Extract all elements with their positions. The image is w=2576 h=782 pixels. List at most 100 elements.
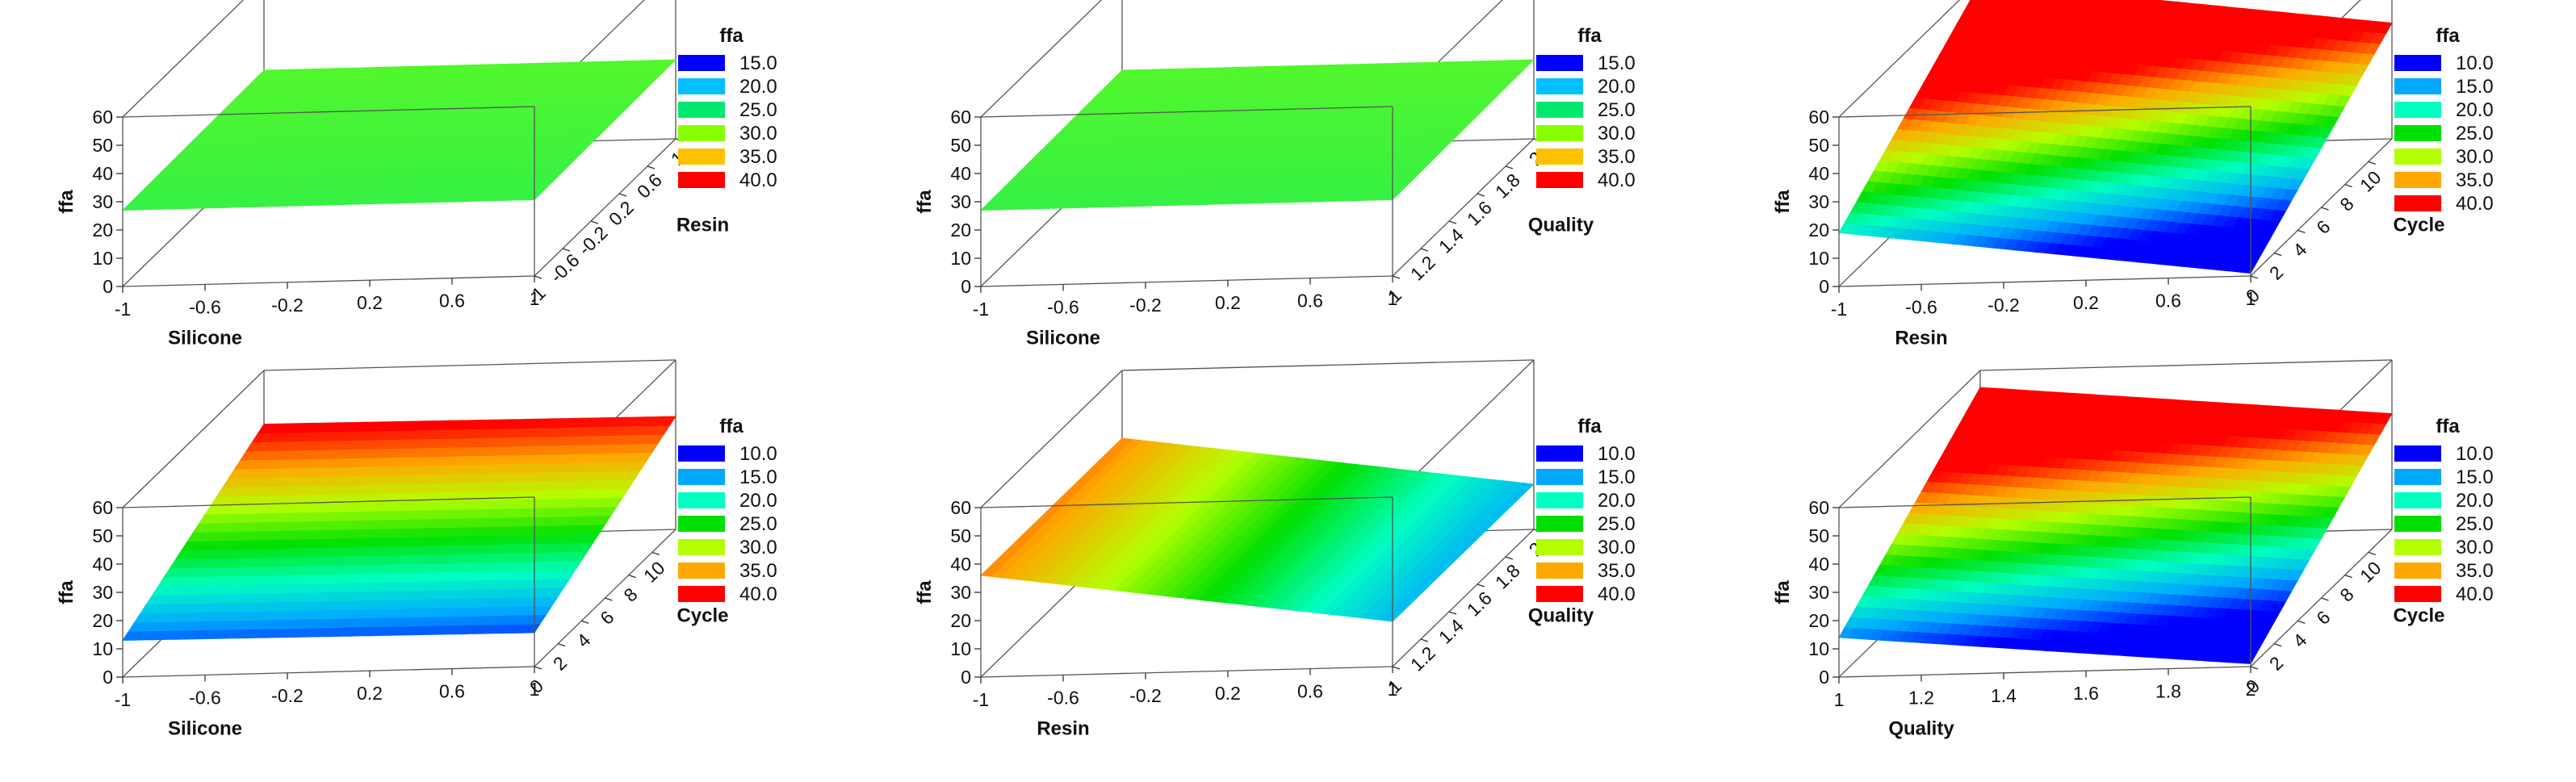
- y-tick-label: 4: [572, 629, 594, 652]
- y-tick-label: -0.6: [546, 249, 584, 286]
- y-tick-label: 8: [2335, 193, 2357, 215]
- y-tick-label: -1: [523, 282, 550, 309]
- legend-entry-label: 20.0: [739, 76, 777, 98]
- legend-entry-label: 15.0: [1598, 52, 1636, 74]
- y-axis-label: Cycle: [2393, 215, 2444, 236]
- z-axis-label: ffa: [56, 190, 77, 214]
- x-tick-label: 0.6: [439, 681, 465, 702]
- legend-entry-label: 30.0: [739, 123, 777, 144]
- z-tick-label: 0: [103, 667, 113, 688]
- x-tick-label: 1: [530, 288, 540, 309]
- x-tick-label: -0.6: [189, 296, 221, 317]
- y-axis-label: Cycle: [676, 605, 728, 627]
- z-tick-label: 60: [92, 497, 113, 518]
- y-tick-mark: [647, 165, 656, 169]
- y-tick-mark: [562, 248, 571, 252]
- legend-entry-label: 35.0: [739, 560, 777, 582]
- y-tick-mark: [2250, 275, 2259, 279]
- legend-entry-label: 30.0: [1598, 123, 1636, 144]
- legend-entry-label: 25.0: [739, 513, 777, 535]
- x-tick-label: 1: [1388, 288, 1398, 309]
- x-tick-label: 0.2: [1215, 292, 1241, 313]
- y-tick-mark: [581, 620, 589, 624]
- response-surface: [122, 416, 676, 641]
- y-tick-label: 1.8: [1491, 169, 1524, 203]
- legend-swatch: [678, 492, 725, 508]
- legend-swatch: [678, 469, 725, 485]
- legend-swatch: [678, 172, 725, 188]
- surface-cell: [659, 416, 676, 426]
- legend-title: ffa: [2436, 25, 2460, 47]
- y-tick-label: -0.2: [574, 222, 612, 259]
- z-tick-label: 20: [950, 220, 971, 240]
- z-tick-label: 50: [1808, 135, 1829, 156]
- y-tick-label: 4: [2289, 239, 2310, 261]
- legend-entry-label: 40.0: [1598, 169, 1636, 191]
- legend-swatch: [678, 586, 725, 602]
- surface-cell: [2056, 0, 2069, 3]
- z-tick-label: 60: [1808, 107, 1829, 128]
- legend-entry-label: 40.0: [739, 583, 777, 605]
- legend-swatch: [1536, 102, 1583, 118]
- z-tick-label: 50: [950, 135, 971, 156]
- legend-entry-label: 20.0: [739, 490, 777, 512]
- z-tick-label: 0: [1819, 276, 1829, 297]
- y-tick-mark: [651, 551, 660, 555]
- z-tick-label: 10: [92, 638, 113, 659]
- y-tick-label: 1.2: [1406, 252, 1439, 285]
- y-tick-label: 1.6: [1463, 197, 1496, 230]
- x-tick-label: -0.6: [1047, 296, 1079, 317]
- y-tick-label: 8: [619, 583, 641, 606]
- legend-swatch: [678, 125, 725, 141]
- z-tick-label: 10: [1808, 248, 1829, 269]
- x-tick-label: -1: [115, 299, 131, 320]
- x-tick-label: 0.6: [439, 291, 465, 312]
- legend-entry-label: 35.0: [2456, 169, 2494, 191]
- legend-title: ffa: [719, 25, 743, 47]
- y-tick-mark: [2297, 229, 2306, 233]
- legend-entry-label: 25.0: [1598, 99, 1636, 121]
- legend-swatch: [2394, 148, 2441, 165]
- legend-swatch: [2394, 78, 2441, 94]
- legend-swatch: [1536, 78, 1583, 94]
- z-axis-label: ffa: [914, 190, 936, 214]
- y-tick-label: 2: [549, 652, 571, 675]
- z-tick-label: 40: [92, 554, 113, 575]
- legend-swatch: [678, 55, 725, 71]
- surface-plot-resin-quality: 0 10 20 30 40 50 60 ffa -1 -0.6 -0.2 0.2 0.6 1 Resin 1 1…: [858, 359, 1716, 781]
- y-tick-mark: [534, 275, 542, 279]
- x-axis-label: Silicone: [168, 327, 242, 349]
- surface-cell: [2097, 0, 2113, 7]
- x-tick-label: 1: [530, 679, 540, 700]
- y-tick-label: 2: [2265, 261, 2287, 284]
- legend-entry-label: 20.0: [1598, 76, 1636, 98]
- legend-swatch: [678, 148, 725, 165]
- surface-cell: [1999, 0, 2015, 8]
- y-tick-label: 10: [639, 557, 668, 586]
- legend-entry-label: 15.0: [739, 52, 777, 74]
- legend-swatch: [2394, 172, 2441, 188]
- surface-cell: [1988, 0, 2004, 7]
- z-axis-label: ffa: [56, 580, 77, 604]
- surface-cell: [2138, 0, 2156, 11]
- legend-entry-label: 15.0: [2456, 76, 2494, 98]
- legend-entry-label: 15.0: [739, 466, 777, 488]
- y-tick-mark: [1476, 193, 1485, 197]
- surface-cell: [2076, 0, 2091, 5]
- legend-entry-label: 35.0: [739, 146, 777, 168]
- x-tick-label: -0.2: [271, 685, 304, 706]
- z-tick-label: 30: [92, 191, 113, 212]
- z-tick-label: 40: [92, 163, 113, 184]
- surface-cell: [2087, 0, 2101, 6]
- legend-entry-label: 20.0: [2456, 99, 2494, 121]
- legend-swatch: [678, 562, 725, 579]
- y-tick-mark: [2344, 184, 2352, 188]
- z-tick-label: 0: [961, 276, 971, 297]
- y-tick-mark: [1448, 220, 1457, 224]
- surface-plot-silicone-cycle: 0 10 20 30 40 50 60 ffa -1 -0.6 -0.2 0.2 0.6 1 Silicon…: [0, 359, 858, 781]
- x-tick-label: -0.2: [1129, 295, 1162, 316]
